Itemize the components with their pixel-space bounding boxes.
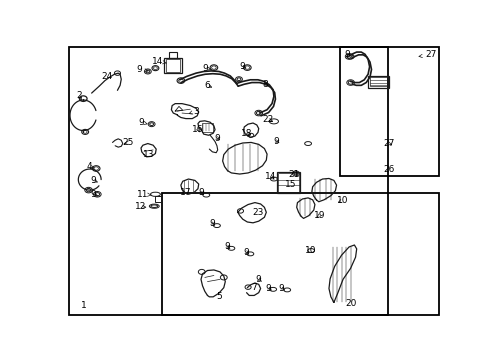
Text: 20: 20	[345, 299, 356, 308]
Text: 22: 22	[263, 115, 274, 124]
Text: 2: 2	[76, 91, 82, 100]
Text: 9: 9	[198, 188, 204, 197]
Text: 9: 9	[266, 284, 271, 293]
Bar	[277, 172, 300, 193]
Bar	[369, 77, 388, 86]
Text: 27: 27	[419, 50, 437, 59]
Text: 27: 27	[383, 139, 394, 148]
Text: 9: 9	[138, 118, 147, 127]
Text: 26: 26	[383, 165, 394, 174]
Bar	[202, 123, 213, 132]
Text: 4: 4	[87, 162, 94, 171]
Text: 9: 9	[239, 62, 246, 71]
Text: 3: 3	[189, 107, 199, 116]
Bar	[169, 52, 177, 58]
Text: 13: 13	[143, 150, 154, 158]
Text: 16: 16	[192, 125, 204, 134]
Bar	[166, 59, 180, 72]
Text: 9: 9	[203, 64, 211, 73]
Text: 14: 14	[152, 57, 167, 66]
Text: 9: 9	[273, 137, 279, 146]
Text: 19: 19	[314, 211, 325, 220]
Text: 24: 24	[101, 72, 112, 81]
Text: 14: 14	[265, 172, 276, 181]
Text: 17: 17	[180, 188, 192, 197]
Text: 11: 11	[137, 190, 151, 199]
Text: 9: 9	[344, 50, 350, 59]
Bar	[278, 173, 299, 192]
Text: 9: 9	[279, 284, 285, 293]
Text: 5: 5	[216, 292, 221, 301]
Text: 9: 9	[91, 190, 98, 199]
Text: 9: 9	[244, 248, 249, 257]
Text: 9: 9	[210, 220, 215, 229]
Text: 9: 9	[225, 242, 230, 251]
Text: 12: 12	[135, 202, 147, 211]
Text: 9: 9	[91, 176, 98, 185]
Text: 7: 7	[251, 283, 257, 292]
Text: 21: 21	[288, 170, 299, 179]
Bar	[368, 76, 389, 87]
Bar	[341, 48, 439, 176]
Text: 9: 9	[136, 65, 148, 74]
Text: 1: 1	[81, 301, 87, 310]
Bar	[162, 193, 439, 315]
Bar	[155, 196, 162, 202]
Text: 9: 9	[256, 275, 262, 284]
Text: 15: 15	[285, 180, 297, 189]
Text: 10: 10	[305, 246, 317, 255]
Text: 25: 25	[122, 139, 133, 148]
Text: 23: 23	[252, 208, 264, 217]
Text: 18: 18	[241, 129, 252, 138]
Text: 6: 6	[205, 81, 212, 90]
Text: 8: 8	[263, 80, 269, 89]
Text: 9: 9	[214, 134, 220, 143]
Bar	[164, 58, 182, 73]
Bar	[69, 48, 388, 315]
Text: 10: 10	[337, 196, 348, 205]
